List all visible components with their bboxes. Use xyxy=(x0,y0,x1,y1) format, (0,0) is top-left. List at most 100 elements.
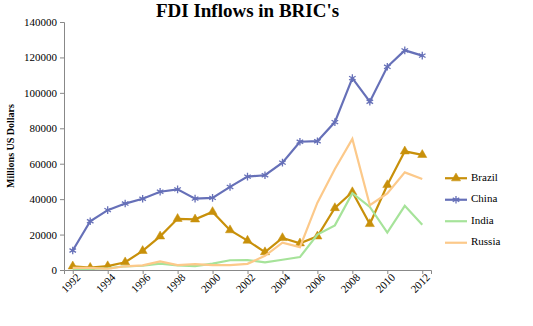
x-tick-label: 1994 xyxy=(94,271,118,295)
series-line xyxy=(73,151,423,267)
legend-swatch xyxy=(445,220,467,222)
y-tick: 60000 xyxy=(30,158,65,170)
marker xyxy=(384,63,391,71)
x-tick-label: 1996 xyxy=(129,271,153,295)
y-tick-mark xyxy=(60,22,64,23)
marker xyxy=(401,47,408,55)
marker xyxy=(209,194,216,202)
chart: 0 20000 40000 60000 80000 100000 120000 140000 1… xyxy=(0,0,533,326)
y-tick-label: 100000 xyxy=(24,87,58,99)
x-tick: 2010 xyxy=(373,270,397,295)
series-line xyxy=(73,139,423,269)
legend-label: India xyxy=(471,214,494,226)
legend-item: Brazil xyxy=(445,171,498,183)
y-axis: 0 20000 40000 60000 80000 100000 120000 140000 xyxy=(24,16,65,276)
y-tick-mark xyxy=(60,164,64,165)
y-tick-mark xyxy=(60,128,64,129)
legend: Brazil China India Russia xyxy=(445,171,500,248)
y-axis-line xyxy=(60,23,65,271)
marker xyxy=(314,137,321,145)
marker xyxy=(139,195,146,203)
marker xyxy=(419,52,426,60)
marker-group xyxy=(69,47,425,255)
x-tick: 2000 xyxy=(198,270,222,295)
marker xyxy=(279,159,286,167)
marker xyxy=(365,219,374,227)
marker xyxy=(138,246,147,254)
marker xyxy=(227,183,234,191)
x-tick: 2002 xyxy=(233,270,257,295)
legend-item: Russia xyxy=(445,235,500,247)
y-axis-title: Millions US Dollars xyxy=(5,104,16,188)
legend-marker xyxy=(453,196,460,204)
y-tick: 40000 xyxy=(30,193,65,205)
legend-label: Brazil xyxy=(471,171,498,183)
marker xyxy=(278,233,287,241)
x-tick: 1992 xyxy=(59,270,83,295)
marker xyxy=(122,200,129,208)
x-tick-label: 2004 xyxy=(268,271,292,295)
y-tick-label: 40000 xyxy=(30,193,58,205)
marker xyxy=(332,118,339,126)
marker xyxy=(104,206,111,214)
y-tick-mark xyxy=(60,270,64,271)
marker xyxy=(349,74,356,82)
y-tick-label: 140000 xyxy=(24,16,58,28)
marker xyxy=(262,171,269,179)
y-tick: 0 xyxy=(52,264,65,276)
marker xyxy=(87,217,94,225)
marker xyxy=(157,188,164,196)
marker xyxy=(173,214,182,222)
marker xyxy=(208,207,217,215)
marker-group xyxy=(68,146,427,270)
y-tick: 100000 xyxy=(24,87,64,99)
marker xyxy=(244,173,251,181)
y-tick-mark xyxy=(60,93,64,94)
x-tick-label: 2012 xyxy=(408,271,432,295)
marker xyxy=(156,231,165,239)
y-tick-label: 120000 xyxy=(24,51,58,63)
marker xyxy=(400,146,409,154)
y-tick-label: 60000 xyxy=(30,158,58,170)
marker xyxy=(243,235,252,243)
marker xyxy=(192,195,199,203)
title: FDI Inflows in BRIC's xyxy=(156,0,339,21)
marker xyxy=(225,225,234,233)
y-tick-label: 80000 xyxy=(30,122,58,134)
y-tick: 80000 xyxy=(30,122,65,134)
x-tick: 1996 xyxy=(129,270,153,295)
y-tick: 20000 xyxy=(30,229,65,241)
y-tick: 140000 xyxy=(24,16,64,28)
x-tick: 1994 xyxy=(94,270,118,295)
legend-label: Russia xyxy=(471,235,500,247)
y-tick-mark xyxy=(60,199,64,200)
x-tick: 1998 xyxy=(163,270,187,295)
x-tick: 2012 xyxy=(408,270,432,295)
x-tick-label: 2008 xyxy=(338,271,362,295)
marker xyxy=(69,247,76,255)
x-tick-label: 2006 xyxy=(303,271,327,295)
legend-swatch xyxy=(445,242,467,244)
marker xyxy=(191,214,200,222)
marker xyxy=(367,98,374,106)
y-tick-label: 20000 xyxy=(30,229,58,241)
legend-item: China xyxy=(445,192,497,204)
y-tick-mark xyxy=(60,57,64,58)
x-axis: 1992 1994 1996 1998 2000 2002 2004 2006 2008 2010… xyxy=(59,270,433,295)
marker xyxy=(383,180,392,188)
x-tick-label: 1998 xyxy=(163,271,187,295)
marker xyxy=(121,257,130,265)
y-tick: 120000 xyxy=(24,51,64,63)
x-tick-label: 1992 xyxy=(59,271,83,295)
marker xyxy=(330,203,339,211)
x-tick: 2006 xyxy=(303,270,327,295)
y-tick-mark xyxy=(60,235,64,236)
x-tick-label: 2002 xyxy=(233,271,257,295)
x-tick-label: 2000 xyxy=(198,271,222,295)
legend-marker xyxy=(451,173,460,181)
marker xyxy=(418,150,427,158)
series-line xyxy=(73,50,423,250)
y-tick-label: 0 xyxy=(52,264,58,276)
plot-area: 0 20000 40000 60000 80000 100000 120000 140000 1… xyxy=(24,16,432,295)
x-tick: 2004 xyxy=(268,270,292,295)
